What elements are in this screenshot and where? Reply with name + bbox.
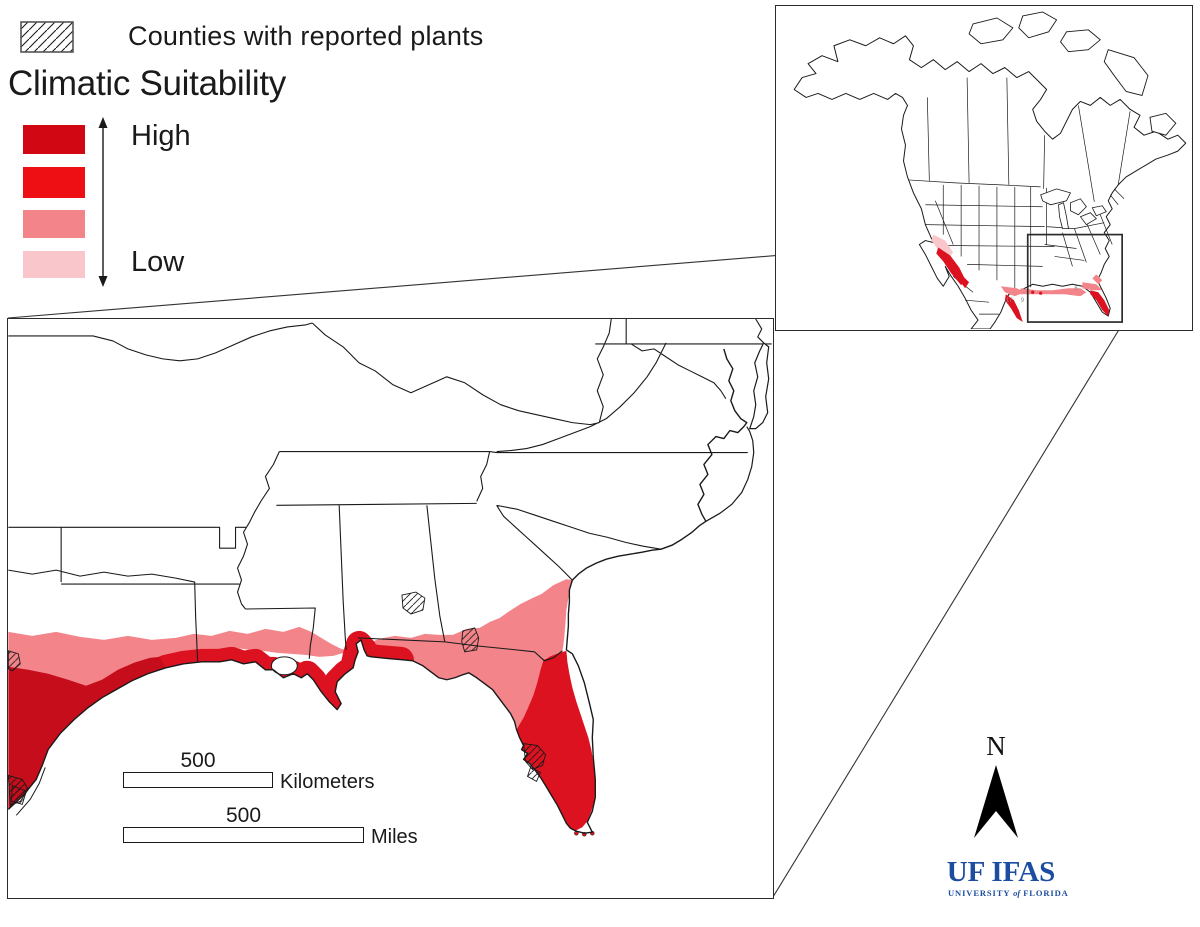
outer-banks (705, 426, 755, 522)
lake-pontchartrain (270, 656, 298, 676)
climatic-suitability-title: Climatic Suitability (8, 64, 286, 103)
gradient-arrow-icon (98, 117, 108, 287)
low-label: Low (131, 246, 185, 278)
southeast-us-map (8, 319, 772, 897)
suitability-swatch-high (23, 125, 85, 154)
scalebar-mi-value: 500 (225, 804, 262, 827)
logo-uf-text: UF (946, 856, 986, 888)
suitability-region-medium (8, 560, 621, 729)
reported-counties-hatched (8, 591, 546, 806)
scalebar-mi-bar (123, 827, 364, 843)
high-label: High (131, 120, 191, 152)
suitability-swatch-medium-low (23, 210, 85, 238)
counties-hatch-swatch (20, 21, 74, 53)
north-america-outline: 17 9 6 (793, 11, 1187, 329)
inset-suitability-patches (931, 234, 1110, 323)
state-borders (8, 319, 772, 662)
uf-ifas-logo: UF IFAS UNIVERSITY of FLORIDA (946, 856, 1068, 898)
logo-ifas-text: IFAS (991, 856, 1056, 888)
suitability-region-high-florida (516, 650, 596, 832)
north-america-inset-map: 17 9 6 (775, 5, 1193, 331)
suitability-swatch-medium-high (23, 167, 85, 198)
north-arrow-icon (974, 765, 1018, 838)
counties-label: Counties with reported plants (128, 21, 484, 51)
texas-barrier-island (15, 767, 46, 816)
logo-tagline-university: UNIVERSITY (948, 888, 1011, 898)
state-province-borders (908, 77, 1131, 315)
suitability-region-highest-texas (8, 656, 166, 810)
logo-tagline-of: of (1013, 888, 1021, 898)
suitability-swatch-low (23, 251, 85, 278)
scalebar-kilometers: 500 Kilometers (123, 749, 423, 793)
compass-n-label: N (986, 731, 1006, 761)
inset-tiny-label: 9 (1021, 298, 1025, 304)
mississippi-delta-red (307, 665, 346, 714)
main-map: 500 Kilometers 500 Miles (7, 318, 774, 899)
delmarva-peninsula (748, 341, 770, 430)
logo-tagline: UNIVERSITY of FLORIDA (948, 888, 1068, 898)
great-lakes (1040, 188, 1107, 230)
scalebar-km-bar (123, 772, 273, 788)
florida-keys (574, 830, 595, 837)
coastline (8, 348, 748, 834)
arctic-islands (968, 11, 1177, 136)
inset-tiny-label: 17 (1006, 298, 1013, 304)
scalebar-km-value: 500 (180, 749, 216, 772)
scalebar-km-unit: Kilometers (280, 771, 375, 793)
extent-rectangle (1026, 233, 1123, 323)
north-arrow: N (953, 731, 1039, 845)
logo-tagline-florida: FLORIDA (1023, 888, 1069, 898)
inset-tiny-label: 6 (1074, 286, 1078, 292)
scalebar-mi-unit: Miles (371, 826, 418, 848)
scalebar-miles: 500 Miles (123, 804, 453, 848)
ocean (8, 343, 772, 897)
leader-line-bottom (772, 322, 1124, 898)
